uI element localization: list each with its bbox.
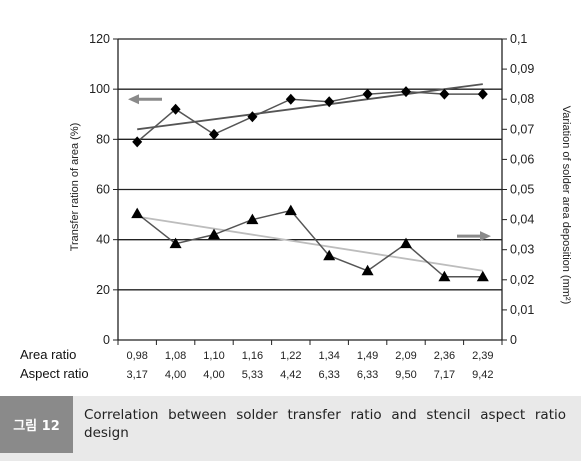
area-ratio-label: 1,22 — [280, 350, 301, 362]
triangle-point — [284, 204, 297, 216]
area-ratio-label: 2,39 — [472, 350, 493, 362]
diamond-point — [247, 111, 258, 123]
diamond-point — [439, 88, 450, 100]
aspect-ratio-label: 4,42 — [280, 369, 301, 381]
aspect-ratio-label: 4,00 — [165, 369, 186, 381]
area-ratio-label: 1,34 — [318, 350, 339, 362]
area-ratio-label: 1,08 — [165, 350, 186, 362]
aspect-ratio-label: 5,33 — [242, 369, 263, 381]
aspect-ratio-label: 9,50 — [395, 369, 416, 381]
triangle-point — [208, 228, 220, 240]
y-right-tick-label: 0,01 — [510, 303, 534, 317]
area-ratio-label: 2,09 — [395, 350, 416, 362]
y-right-tick-label: 0,1 — [510, 32, 527, 46]
y-right-tick-label: 0,09 — [510, 62, 534, 76]
diamond-point — [477, 88, 488, 100]
y-right-tick-label: 0,07 — [510, 122, 534, 136]
y-right-tick-label: 0,05 — [510, 183, 534, 197]
diamond-trendline — [137, 83, 483, 131]
y-left-tick-label: 60 — [96, 183, 110, 197]
y-right-tick-label: 0 — [510, 333, 517, 347]
triangle-point — [131, 207, 144, 219]
aspect-ratio-label: 4,00 — [203, 369, 224, 381]
caption-badge: 그림 12 — [0, 396, 73, 453]
y-right-tick-label: 0,08 — [510, 92, 534, 106]
triangle-point — [476, 270, 489, 282]
diamond-point — [401, 86, 411, 98]
triangle-point — [361, 264, 374, 276]
right-axis-arrowhead — [480, 231, 491, 242]
triangle-trendline — [137, 215, 483, 272]
diamond-point — [132, 136, 143, 148]
caption-text: Correlation between solder transfer rati… — [84, 407, 566, 441]
area-ratio-label: 1,16 — [242, 350, 263, 362]
triangle-point — [323, 249, 336, 261]
aspect-ratio-label: 7,17 — [434, 369, 455, 381]
y-left-tick-label: 0 — [103, 333, 110, 347]
diamond-point — [170, 103, 181, 115]
area-ratio-label: 1,10 — [203, 350, 224, 362]
triangle-point — [438, 270, 451, 282]
diamond-series-line — [136, 90, 483, 143]
y-left-tick-label: 20 — [96, 283, 110, 297]
diamond-point — [362, 88, 373, 100]
triangle-point — [400, 237, 412, 249]
y-right-tick-label: 0,04 — [510, 213, 534, 227]
y-left-tick-label: 120 — [89, 32, 110, 46]
diamond-point — [209, 128, 219, 140]
aspect-ratio-label: 6,33 — [318, 369, 339, 381]
triangle-point — [246, 213, 259, 225]
triangle-series-line — [136, 209, 483, 278]
chart-svg: 0 20 40 60 80 100 120 0 0,01 0,02 0,03 0,04 0,05 0,06… — [20, 32, 572, 381]
diamond-point — [285, 93, 296, 105]
y-right-tick-label: 0,06 — [510, 152, 534, 166]
y-left-tick-label: 100 — [89, 82, 110, 96]
aspect-ratio-label: 9,42 — [472, 369, 493, 381]
y-left-tick-label: 40 — [96, 233, 110, 247]
aspect-ratio-label: 6,33 — [357, 369, 378, 381]
row-label-area-ratio: Area ratio — [20, 347, 76, 362]
triangle-point — [169, 237, 182, 249]
chart-figure: 0 20 40 60 80 100 120 0 0,01 0,02 0,03 0,04 0,05 0,06… — [20, 32, 572, 381]
y-left-tick-label: 80 — [96, 132, 110, 146]
aspect-ratio-label: 3,17 — [126, 369, 147, 381]
figure-caption: 그림 12 Correlation between solder transfe… — [0, 396, 581, 461]
y-right-tick-label: 0,03 — [510, 243, 534, 257]
area-ratio-label: 0,98 — [126, 350, 147, 362]
area-ratio-label: 1,49 — [357, 350, 378, 362]
y-axis-left-title: Transfer ration of area (%) — [69, 123, 81, 252]
y-axis-right-title: Variation of solder area deposition (mm²… — [560, 106, 572, 305]
area-ratio-label: 2,36 — [434, 350, 455, 362]
y-right-tick-label: 0,02 — [510, 273, 534, 287]
left-axis-arrowhead — [128, 94, 139, 105]
diamond-point — [324, 96, 335, 108]
row-label-aspect-ratio: Aspect ratio — [20, 366, 89, 381]
